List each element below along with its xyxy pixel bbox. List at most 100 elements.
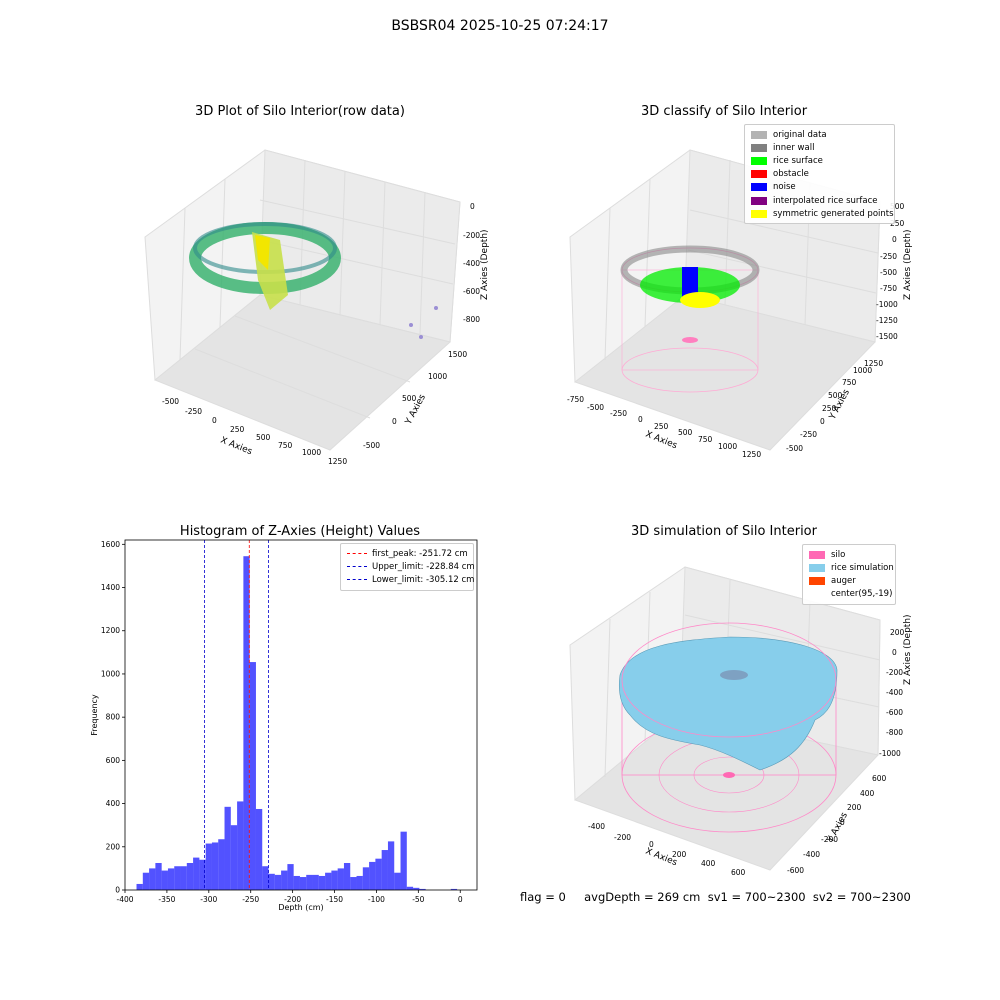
legend-swatch [751, 130, 767, 139]
z-tick: 0 [892, 235, 897, 244]
legend-swatch [809, 590, 825, 598]
x-tick-label: -150 [326, 895, 343, 904]
histogram-bar [406, 886, 414, 890]
classify-z-label: Z Axies (Depth) [903, 229, 913, 300]
simulation-surface [619, 622, 838, 833]
histogram-bar [419, 888, 426, 890]
y-tick: 750 [842, 378, 857, 387]
y-tick: 0 [392, 417, 397, 426]
x-tick: 250 [230, 425, 245, 434]
histogram-bar [306, 874, 313, 890]
x-tick: -500 [162, 397, 179, 406]
z-tick: -200 [463, 231, 480, 240]
legend-item: center(95,-19) [809, 588, 893, 601]
legend-swatch [809, 576, 825, 585]
z-tick: -1500 [876, 332, 898, 341]
x-tick-label: -400 [116, 895, 133, 904]
histogram-bar [318, 875, 326, 890]
legend-line [347, 566, 367, 568]
raw-plot-title: 3D Plot of Silo Interior(row data) [195, 104, 405, 119]
legend-swatch [751, 156, 767, 165]
histogram-bar [400, 831, 407, 890]
histogram-bar [281, 870, 288, 890]
histogram-bar [262, 866, 269, 890]
raw-x-label: X Axies [219, 436, 254, 458]
legend-label: first_peak: -251.72 cm [372, 548, 468, 559]
legend-item: silo [809, 548, 889, 561]
legend-item: symmetric generated points [751, 207, 894, 220]
y-tick: 600 [872, 774, 887, 783]
histogram-bar [255, 808, 263, 890]
histogram-bar [375, 858, 382, 890]
legend-item: original data [751, 128, 888, 141]
legend-label: noise [773, 182, 796, 193]
z-tick: 0 [892, 648, 897, 657]
legend-item: Lower_limit: -305.12 cm [347, 573, 474, 586]
histogram-x-ticks: -400 -350 -300 -250 -200 -150 -100 -50 0 [116, 890, 463, 904]
z-tick: -500 [880, 268, 897, 277]
legend-swatch [809, 550, 825, 559]
y-tick: -250 [800, 430, 817, 439]
histogram-bar [193, 857, 200, 890]
y-tick: 1000 [428, 372, 447, 381]
y-tick-label: 400 [106, 799, 121, 808]
z-tick: -400 [886, 688, 903, 697]
histogram-chart: -400 -350 -300 -250 -200 -150 -100 -50 0 0 200 400… [90, 539, 478, 912]
x-tick: 0 [649, 840, 654, 849]
x-tick: -400 [588, 822, 605, 831]
histogram-bar [293, 875, 300, 890]
z-tick: -1250 [876, 316, 898, 325]
y-tick: 500 [828, 391, 843, 400]
histogram-bar [299, 877, 307, 890]
histogram-bar [249, 662, 256, 890]
y-tick-label: 1400 [101, 583, 120, 592]
x-tick: 250 [654, 422, 669, 431]
z-tick: -1000 [876, 300, 898, 309]
legend-swatch [809, 563, 825, 572]
histogram-bar [180, 866, 187, 890]
y-tick-label: 1200 [101, 626, 120, 635]
histogram-bar [356, 875, 363, 890]
raw-point-cloud [189, 222, 438, 339]
x-tick: 1000 [302, 448, 321, 457]
x-tick: 500 [256, 433, 271, 442]
histogram-reference-lines [204, 540, 269, 890]
x-tick-label: -50 [412, 895, 424, 904]
z-tick: -600 [463, 287, 480, 296]
legend-item: first_peak: -251.72 cm [347, 547, 468, 560]
histogram-bar [174, 866, 181, 890]
y-tick: -400 [803, 850, 820, 859]
x-tick: 1000 [718, 442, 737, 451]
legend-label: rice simulation [831, 562, 894, 573]
z-tick: -1000 [879, 749, 901, 758]
legend-item: interpolated rice surface [751, 194, 888, 207]
x-tick: 200 [672, 850, 687, 859]
z-tick: -600 [886, 708, 903, 717]
histogram-bar [149, 868, 156, 890]
legend-label: center(95,-19) [831, 589, 893, 600]
x-tick-label: -350 [158, 895, 175, 904]
legend-swatch [751, 183, 767, 192]
histogram-bar [343, 862, 351, 890]
legend-item: rice surface [751, 154, 888, 167]
x-tick: -750 [567, 395, 584, 404]
x-tick: 750 [698, 435, 713, 444]
histogram-bar [230, 825, 238, 890]
y-tick: -600 [787, 866, 804, 875]
legend-label: Upper_limit: -228.84 cm [372, 561, 475, 572]
histogram-bar [155, 862, 162, 890]
histogram-x-label: Depth (cm) [278, 903, 323, 912]
legend-label: auger [831, 575, 856, 586]
legend-label: obstacle [773, 169, 809, 180]
y-tick: 0 [820, 417, 825, 426]
histogram-bar [337, 868, 344, 890]
legend-swatch [751, 170, 767, 179]
z-tick: -750 [880, 284, 897, 293]
histogram-bar [243, 556, 250, 890]
x-tick: -500 [587, 403, 604, 412]
histogram-bar [268, 873, 275, 890]
y-tick: 250 [822, 404, 837, 413]
y-tick: 1500 [448, 350, 467, 359]
figure-suptitle: BSBSR04 2025-10-25 07:24:17 [391, 18, 609, 34]
simulation-y-ticks: -600 -400 -200 0 200 400 600 [787, 774, 887, 875]
